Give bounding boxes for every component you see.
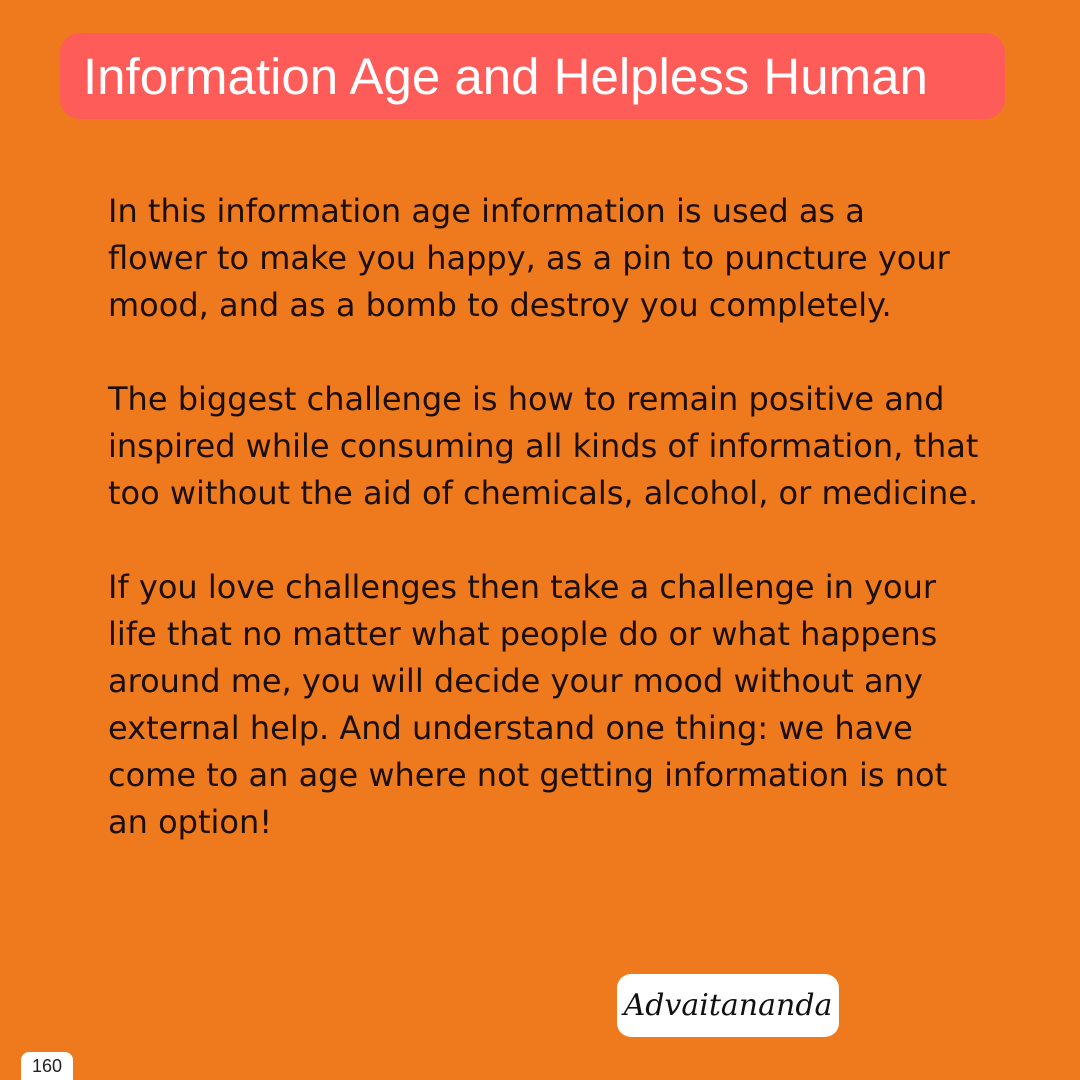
signature-box: Advaitananda <box>617 974 839 1037</box>
paragraph-1: In this information age information is u… <box>108 192 950 324</box>
body-text: In this information age information is u… <box>108 188 1028 846</box>
paragraph-3: If you love challenges then take a chall… <box>108 568 948 841</box>
author-signature: Advaitananda <box>623 988 833 1023</box>
paragraph-2: The biggest challenge is how to remain p… <box>108 380 979 512</box>
page-number-badge: 160 <box>21 1052 73 1080</box>
title-banner: Information Age and Helpless Human <box>60 33 1005 119</box>
page-title: Information Age and Helpless Human <box>83 47 928 105</box>
page-number: 160 <box>31 1055 63 1076</box>
